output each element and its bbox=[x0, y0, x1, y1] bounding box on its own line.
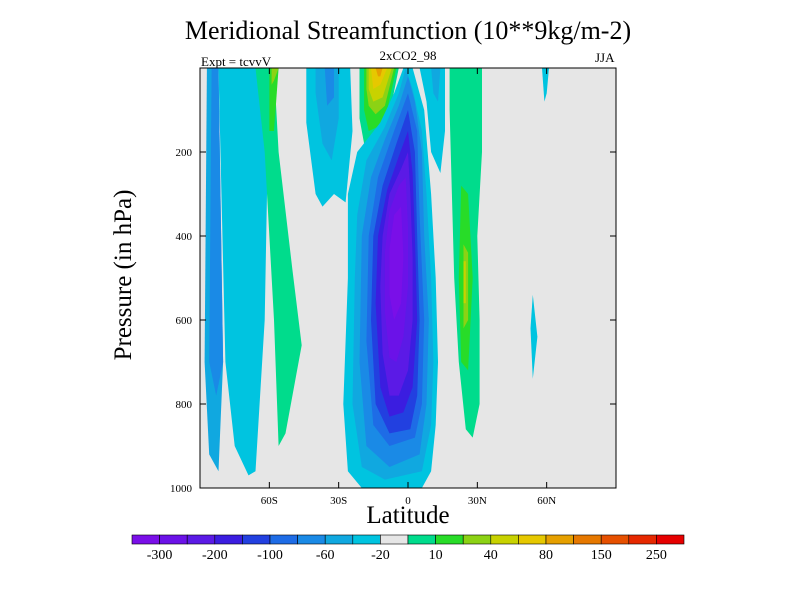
colorbar-label-1: -200 bbox=[202, 548, 228, 563]
colorbar-label-2: -100 bbox=[257, 548, 283, 563]
y-axis-label: Pressure (in hPa) bbox=[110, 189, 137, 361]
colorbar-swatch-9 bbox=[380, 534, 409, 545]
colorbar-swatch-1 bbox=[159, 534, 188, 545]
x-tick-label-4: 60N bbox=[537, 495, 556, 507]
contour-region-27 bbox=[431, 68, 441, 102]
y-tick-label-1: 400 bbox=[176, 231, 193, 243]
colorbar-swatch-10 bbox=[407, 534, 436, 545]
experiment-label: Expt = tcvvV bbox=[201, 54, 272, 69]
x-axis-label: Latitude bbox=[366, 502, 450, 529]
colorbar-swatch-11 bbox=[435, 534, 464, 545]
chart-subtitle: 2xCO2_98 bbox=[379, 48, 437, 63]
colorbar-swatch-0 bbox=[131, 534, 160, 545]
x-tick-label-0: 60S bbox=[261, 495, 278, 507]
x-tick-label-1: 30S bbox=[330, 495, 347, 507]
x-axis: 60S 30S 0 30N 60N bbox=[261, 68, 556, 507]
y-tick-label-0: 200 bbox=[176, 147, 193, 159]
y-tick-label-2: 600 bbox=[176, 315, 193, 327]
contour-fills bbox=[204, 68, 549, 488]
colorbar-swatch-18 bbox=[628, 534, 657, 545]
colorbar-label-5: 10 bbox=[429, 548, 443, 563]
colorbar-label-6: 40 bbox=[484, 548, 498, 563]
colorbar-swatch-7 bbox=[324, 534, 354, 545]
colorbar-swatch-15 bbox=[545, 534, 574, 545]
colorbar-swatch-14 bbox=[518, 534, 547, 545]
colorbar-swatch-12 bbox=[462, 534, 492, 545]
colorbar-swatch-17 bbox=[600, 534, 630, 545]
chart-title: Meridional Streamfunction (10**9kg/m-2) bbox=[184, 16, 632, 45]
contour-region-4 bbox=[213, 68, 270, 476]
contour-region-7 bbox=[271, 68, 279, 85]
contour-region-15 bbox=[371, 68, 388, 89]
contour-region-33 bbox=[542, 68, 549, 102]
season-label: JJA bbox=[595, 50, 615, 65]
colorbar-swatch-16 bbox=[573, 534, 602, 545]
colorbar-swatch-6 bbox=[297, 534, 326, 545]
colorbar-swatch-2 bbox=[186, 534, 216, 545]
colorbar-label-4: -20 bbox=[371, 548, 390, 563]
contour-region-16 bbox=[375, 68, 383, 77]
colorbar-swatch-4 bbox=[242, 534, 271, 545]
y-tick-label-4: 1000 bbox=[170, 483, 193, 495]
y-axis: 200 400 600 800 1000 bbox=[170, 147, 616, 495]
contour-region-5 bbox=[255, 68, 302, 446]
x-tick-label-3: 30N bbox=[468, 495, 487, 507]
x-tick-label-2: 0 bbox=[405, 495, 411, 507]
colorbar-swatch-13 bbox=[490, 534, 519, 545]
contour-region-32 bbox=[530, 294, 538, 379]
colorbar-swatch-8 bbox=[352, 534, 381, 545]
colorbar-swatch-5 bbox=[269, 534, 298, 545]
colorbar-label-7: 80 bbox=[539, 548, 553, 563]
colorbar-swatch-19 bbox=[656, 534, 685, 545]
contour-region-25 bbox=[389, 206, 404, 320]
colorbar: -300 -200 -100 -60 -20 10 40 80 150 250 bbox=[131, 534, 685, 563]
contour-region-1 bbox=[209, 68, 224, 396]
colorbar-label-0: -300 bbox=[147, 548, 173, 563]
y-tick-label-3: 800 bbox=[176, 399, 193, 411]
colorbar-label-3: -60 bbox=[316, 548, 335, 563]
contour-region-26 bbox=[419, 68, 445, 173]
colorbar-swatch-3 bbox=[214, 534, 243, 545]
contour-region-10 bbox=[324, 68, 334, 106]
colorbar-label-9: 250 bbox=[646, 548, 667, 563]
contour-region-31 bbox=[463, 261, 466, 304]
colorbar-label-8: 150 bbox=[591, 548, 612, 563]
